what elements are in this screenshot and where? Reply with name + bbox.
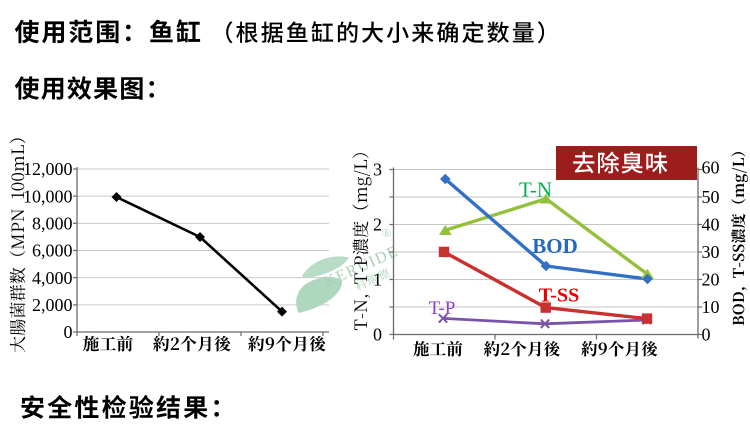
- svg-text:60: 60: [702, 158, 720, 178]
- svg-text:50: 50: [702, 187, 720, 207]
- svg-text:30: 30: [702, 242, 720, 262]
- svg-text:®: ®: [382, 226, 391, 240]
- svg-text:40: 40: [702, 215, 720, 235]
- svg-text:0: 0: [373, 325, 382, 345]
- svg-text:T-P: T-P: [429, 298, 456, 319]
- svg-text:6,000: 6,000: [32, 241, 73, 261]
- svg-text:0: 0: [702, 325, 711, 345]
- svg-text:2,000: 2,000: [32, 295, 73, 315]
- svg-text:4,000: 4,000: [32, 268, 73, 288]
- svg-text:2: 2: [373, 215, 382, 235]
- svg-text:20: 20: [702, 270, 720, 290]
- svg-text:8,000: 8,000: [32, 213, 73, 233]
- svg-text:1: 1: [373, 270, 382, 290]
- svg-text:T-N: T-N: [519, 178, 552, 202]
- svg-text:12,000: 12,000: [23, 159, 73, 179]
- svg-text:10,000: 10,000: [23, 186, 73, 206]
- svg-text:BOD: BOD: [532, 234, 578, 258]
- svg-text:0: 0: [64, 322, 73, 342]
- svg-text:T-SS: T-SS: [539, 285, 579, 307]
- svg-text:10: 10: [702, 297, 720, 317]
- svg-text:3: 3: [373, 160, 382, 180]
